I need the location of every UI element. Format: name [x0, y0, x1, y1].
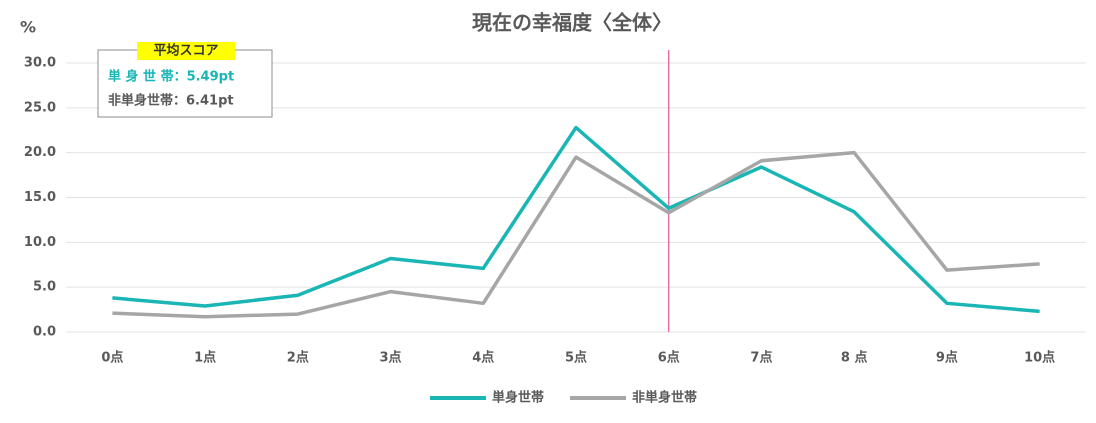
series-line — [112, 125, 1040, 314]
y-tick-label: 20.0 — [24, 145, 56, 160]
x-tick-label: 2点 — [287, 350, 309, 366]
x-tick-label: 3点 — [380, 350, 402, 366]
chart-title: 現在の幸福度〈全体〉 — [472, 11, 672, 35]
x-tick-label: 1点 — [194, 350, 216, 366]
x-tick-label: 8 点 — [841, 350, 868, 366]
x-tick-label: 7点 — [750, 350, 772, 366]
y-tick-label: 25.0 — [24, 100, 56, 115]
legend-label: 非単身世帯 — [632, 390, 697, 406]
annotation-title-bg — [137, 42, 235, 60]
x-tick-label: 6点 — [658, 350, 680, 366]
y-axis-label: % — [20, 18, 36, 37]
annotation-line: 非単身世帯：6.41pt — [108, 93, 234, 109]
series-line — [112, 150, 1040, 319]
annotation-line: 単 身 世 帯：5.49pt — [108, 69, 234, 85]
x-tick-label: 9点 — [936, 350, 958, 366]
x-tick-label: 5点 — [565, 350, 587, 366]
annotation-title: 平均スコア — [153, 43, 218, 59]
y-tick-label: 5.0 — [33, 280, 56, 295]
x-tick-label: 10点 — [1024, 350, 1055, 366]
y-tick-label: 0.0 — [33, 325, 56, 340]
y-tick-label: 15.0 — [24, 190, 56, 205]
y-tick-label: 10.0 — [24, 235, 56, 250]
legend-label: 単身世帯 — [492, 390, 544, 406]
x-tick-label: 4点 — [472, 350, 494, 366]
x-tick-label: 0点 — [101, 350, 123, 366]
y-tick-label: 30.0 — [24, 56, 56, 71]
